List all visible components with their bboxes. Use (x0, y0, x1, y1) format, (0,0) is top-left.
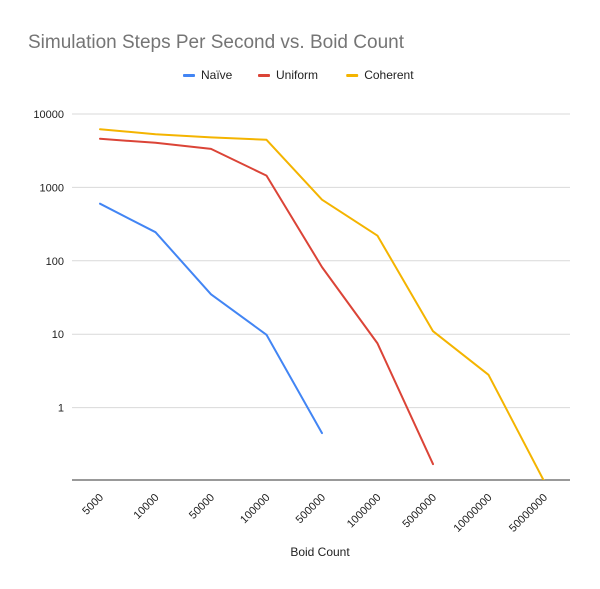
x-tick-label: 50000000 (507, 492, 550, 535)
legend-swatch (346, 74, 359, 77)
series-line-coherent (99, 128, 545, 480)
gridlines (72, 113, 570, 481)
legend-label: Uniform (276, 68, 318, 82)
y-axis-ticks: 1 10 100 1000 10000 (33, 109, 64, 415)
legend-swatch (258, 74, 270, 77)
x-tick-label: 5000000 (400, 492, 439, 531)
x-axis-label: Boid Count (290, 545, 350, 559)
y-tick-label: 1 (58, 403, 64, 415)
legend-item-uniform: Uniform (258, 68, 318, 82)
y-tick-label: 10000 (33, 109, 64, 121)
chart-title: Simulation Steps Per Second vs. Boid Cou… (28, 32, 405, 53)
legend-label: Naïve (201, 68, 233, 82)
y-tick-label: 10 (52, 329, 64, 341)
x-tick-label: 50000 (187, 492, 217, 522)
series-line-uniform (99, 137, 434, 466)
y-tick-label: 1000 (40, 182, 64, 194)
x-axis-ticks: 5000 10000 50000 100000 500000 1000000 5000000… (80, 492, 550, 535)
legend: Naïve Uniform Coherent (183, 68, 414, 82)
x-tick-label: 500000 (294, 492, 328, 526)
legend-label: Coherent (364, 68, 414, 82)
y-tick-label: 100 (46, 256, 64, 268)
x-tick-label: 10000000 (452, 492, 495, 535)
legend-item-nave: Naïve (183, 68, 233, 82)
x-tick-label: 1000000 (345, 492, 384, 531)
x-tick-label: 100000 (238, 492, 272, 526)
series-line-nave (99, 202, 323, 435)
legend-item-coherent: Coherent (346, 68, 414, 82)
x-tick-label: 10000 (132, 492, 162, 522)
series-lines (99, 128, 545, 480)
x-tick-label: 5000 (80, 492, 106, 518)
legend-swatch (183, 74, 195, 77)
